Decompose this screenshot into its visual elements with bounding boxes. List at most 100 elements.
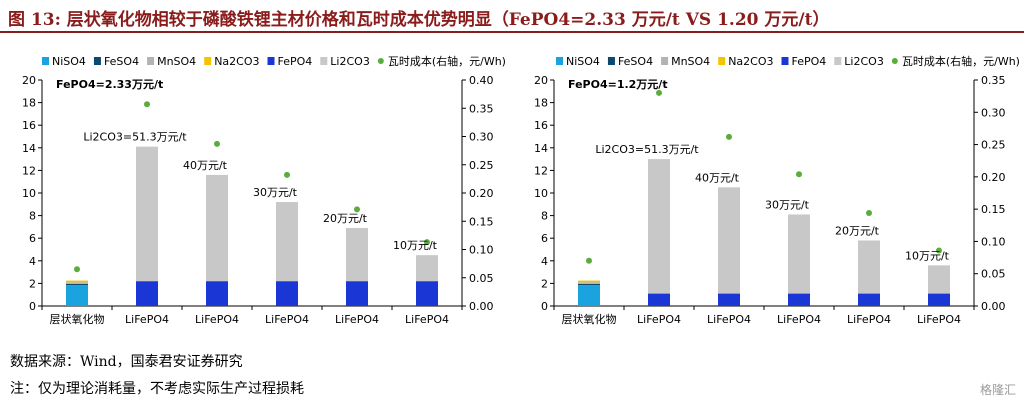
y2-tick-label: 0.15 — [469, 215, 494, 228]
y-tick-label: 4 — [541, 255, 548, 268]
legend-label: FePO4 — [278, 55, 313, 68]
legend-swatch-niso4 — [42, 57, 49, 65]
legend-label: FePO4 — [792, 55, 827, 68]
x-tick-label: LiFePO4 — [777, 313, 821, 326]
bar-fepo4 — [648, 293, 670, 306]
bar-annotation: 40万元/t — [695, 171, 740, 184]
footnote-source: 数据来源：Wind，国泰君安证券研究 — [10, 354, 243, 370]
bar-fepo4 — [346, 281, 368, 306]
bar-li2co3 — [136, 146, 158, 282]
bar-fepo4 — [136, 281, 158, 306]
y2-tick-label: 0.25 — [469, 159, 494, 172]
x-tick-label: 层状氧化物 — [50, 312, 105, 326]
y2-tick-label: 0.30 — [469, 131, 494, 144]
dot-wh-cost — [586, 257, 592, 264]
legend-swatch-feso4 — [93, 57, 101, 65]
x-tick-label: LiFePO4 — [195, 313, 239, 326]
legend-label: 瓦时成本(右轴，元/Wh) — [388, 54, 506, 68]
legend-label: 瓦时成本(右轴，元/Wh) — [902, 54, 1020, 68]
bar-na2co3 — [66, 280, 88, 283]
bar-mnso4 — [578, 282, 600, 284]
bar-niso4 — [66, 285, 88, 306]
legend-label: Li2CO3 — [844, 55, 884, 68]
dot-wh-cost — [936, 247, 942, 254]
y-tick-label: 2 — [541, 277, 548, 290]
dot-wh-cost — [74, 266, 80, 273]
y-tick-label: 6 — [541, 232, 548, 245]
bar-annotation: Li2CO3=51.3万元/t — [595, 143, 699, 156]
bar-fepo4 — [928, 293, 950, 306]
chart-subtitle: FePO4=1.2万元/t — [568, 78, 668, 91]
y-tick-label: 6 — [29, 232, 36, 245]
legend-label: MnSO4 — [671, 55, 710, 68]
x-tick-label: LiFePO4 — [335, 313, 379, 326]
bar-na2co3 — [578, 280, 600, 283]
bar-annotation: 10万元/t — [393, 239, 438, 252]
dot-wh-cost — [726, 133, 732, 140]
y2-tick-label: 0.20 — [981, 171, 1006, 184]
x-tick-label: LiFePO4 — [707, 313, 751, 326]
x-tick-label: LiFePO4 — [637, 313, 681, 326]
y-tick-label: 8 — [29, 210, 36, 223]
y2-tick-label: 0.25 — [981, 139, 1006, 152]
legend-swatch-li2co3 — [320, 57, 328, 65]
dot-wh-cost — [284, 171, 290, 178]
bar-fepo4 — [718, 293, 740, 306]
y-tick-label: 10 — [22, 187, 36, 200]
bar-fepo4 — [206, 281, 228, 306]
legend-swatch-li2co3 — [834, 57, 842, 65]
x-tick-label: LiFePO4 — [917, 313, 961, 326]
legend-swatch-na2co3 — [718, 57, 726, 65]
y-tick-label: 16 — [22, 119, 36, 132]
y2-tick-label: 0.35 — [981, 74, 1006, 87]
bar-feso4 — [578, 283, 600, 286]
bar-fepo4 — [416, 281, 438, 306]
y-tick-label: 10 — [534, 187, 548, 200]
bar-li2co3 — [416, 255, 438, 282]
bar-li2co3 — [718, 187, 740, 294]
x-tick-label: 层状氧化物 — [562, 312, 617, 326]
y-tick-label: 20 — [22, 74, 36, 87]
figure-title: 图 13: 层状氧化物相较于磷酸铁锂主材价格和瓦时成本优势明显（FePO4=2.… — [8, 10, 830, 30]
bar-li2co3 — [928, 265, 950, 294]
chart-left: NiSO4 FeSO4 MnSO4 Na2CO3 FePO4 Li2CO3 瓦时成本(右轴，… — [22, 54, 506, 326]
bar-annotation: 10万元/t — [905, 249, 950, 262]
y-tick-label: 18 — [534, 97, 548, 110]
watermark: 格隆汇 — [979, 383, 1016, 397]
dot-wh-cost — [144, 101, 150, 108]
legend-label: Na2CO3 — [214, 55, 259, 68]
bar-annotation: 30万元/t — [765, 198, 810, 211]
bar-annotation: Li2CO3=51.3万元/t — [83, 131, 187, 144]
title-bar: 图 13: 层状氧化物相较于磷酸铁锂主材价格和瓦时成本优势明显（FePO4=2.… — [0, 0, 1024, 33]
bar-fepo4 — [788, 293, 810, 306]
y-tick-label: 14 — [534, 142, 548, 155]
legend-label: FeSO4 — [104, 55, 139, 68]
dot-wh-cost — [424, 239, 430, 246]
dot-wh-cost — [656, 89, 662, 96]
dot-wh-cost — [354, 206, 360, 213]
bar-feso4 — [66, 283, 88, 286]
bar-li2co3 — [346, 228, 368, 282]
legend-swatch-niso4 — [556, 57, 563, 65]
legend-label: NiSO4 — [52, 55, 86, 68]
y-tick-label: 8 — [541, 210, 548, 223]
dot-wh-cost — [214, 140, 220, 147]
legend-swatch-mnso4 — [661, 57, 669, 65]
y2-tick-label: 0.15 — [981, 203, 1006, 216]
bar-li2co3 — [648, 159, 670, 294]
chart-subtitle: FePO4=2.33万元/t — [56, 78, 163, 91]
y2-tick-label: 0.10 — [469, 244, 494, 257]
y2-tick-label: 0.05 — [981, 268, 1006, 281]
legend-swatch-mnso4 — [147, 57, 155, 65]
y2-tick-label: 0.35 — [469, 102, 494, 115]
y2-tick-label: 0.00 — [469, 300, 494, 313]
bar-annotation: 30万元/t — [253, 186, 298, 199]
y2-tick-label: 0.00 — [981, 300, 1006, 313]
y-tick-label: 14 — [22, 142, 36, 155]
y-tick-label: 16 — [534, 119, 548, 132]
bar-mnso4 — [66, 282, 88, 284]
legend-label: NiSO4 — [566, 55, 600, 68]
y-tick-label: 20 — [534, 74, 548, 87]
y2-tick-label: 0.20 — [469, 187, 494, 200]
y2-tick-label: 0.40 — [469, 74, 494, 87]
